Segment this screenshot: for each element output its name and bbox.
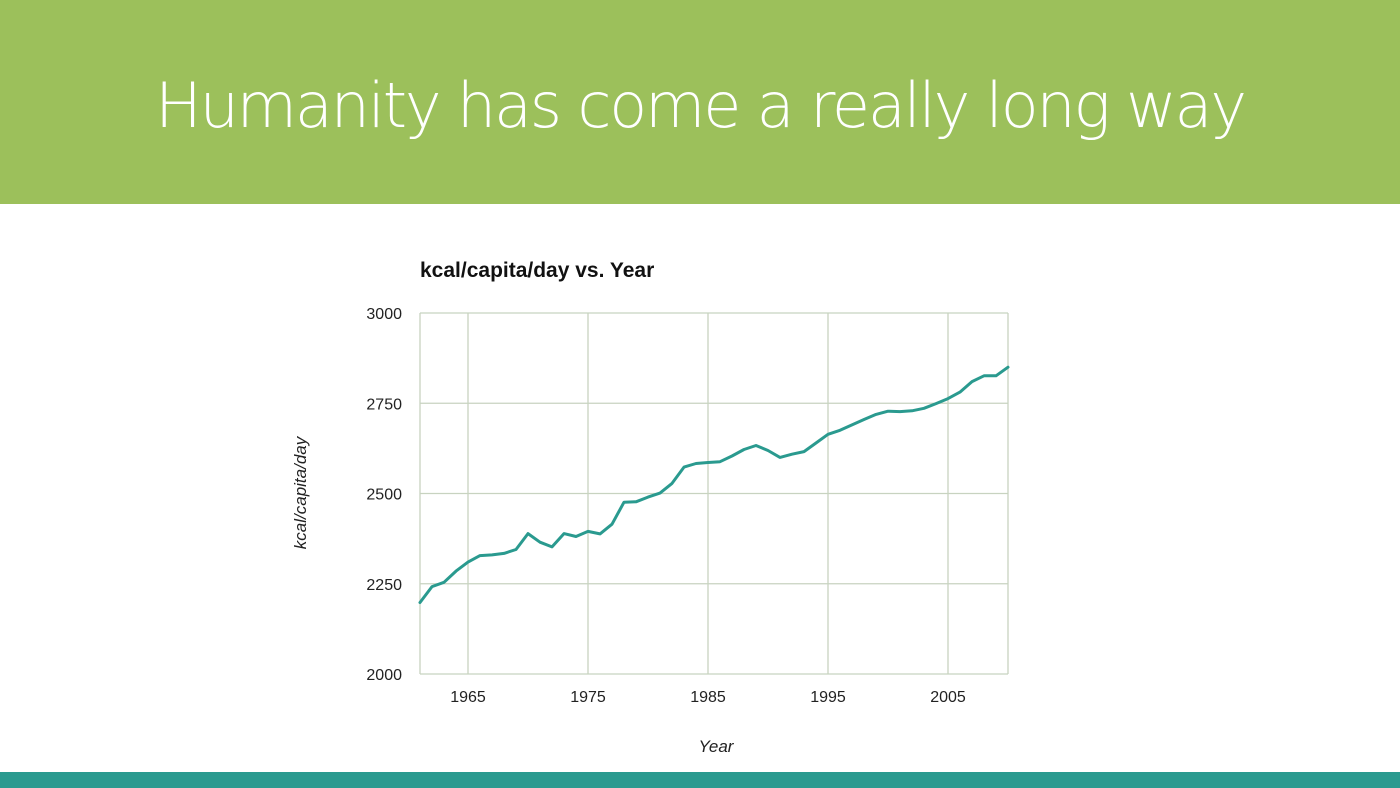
footer-band xyxy=(0,772,1400,788)
x-tick-label: 1985 xyxy=(690,689,726,706)
header-band xyxy=(0,0,1400,204)
x-tick-label: 1975 xyxy=(570,689,606,706)
x-axis-label: Year xyxy=(699,737,735,756)
x-tick-label: 1965 xyxy=(450,689,486,706)
y-tick-label: 2500 xyxy=(366,487,402,504)
y-tick-label: 3000 xyxy=(366,306,402,323)
slide-title: Humanity has come a really long way xyxy=(155,69,1247,142)
x-tick-label: 2005 xyxy=(930,689,966,706)
chart-title: kcal/capita/day vs. Year xyxy=(420,259,654,282)
y-tick-label: 2250 xyxy=(366,577,402,594)
y-tick-label: 2000 xyxy=(366,667,402,684)
y-axis-label: kcal/capita/day xyxy=(291,435,310,549)
y-tick-label: 2750 xyxy=(366,396,402,413)
series-line xyxy=(418,365,1010,604)
x-tick-label: 1995 xyxy=(810,689,846,706)
